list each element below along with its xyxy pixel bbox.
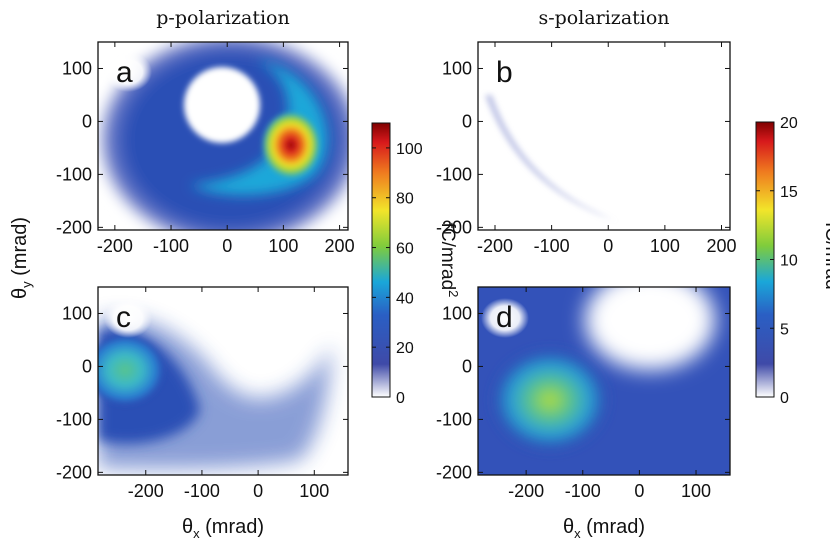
colorbar-tick-label: 20 [780,115,798,132]
x-tick-label: -200 [97,236,133,256]
y-tick-label: -100 [436,164,472,184]
x-tick-label: -100 [534,236,570,256]
x-tick-label: -200 [128,481,164,501]
colorbar-tick-label: 60 [396,241,414,258]
x-tick-label: -200 [508,481,544,501]
y-tick-label: -200 [436,217,472,237]
y-tick-label: -200 [56,217,92,237]
colorbar-tick-label: 10 [780,253,798,270]
y-tick-label: -200 [436,462,472,482]
colorbar-tick-label: 0 [396,390,405,407]
y-tick-label: -100 [56,164,92,184]
colorbar-label: fC/mrad2 [821,222,830,297]
y-axis-label: θy (mrad) [9,217,34,299]
heatmap-c [98,287,348,475]
colorbar-tick-label: 20 [396,340,414,357]
y-tick-label: -100 [56,409,92,429]
y-tick-label: 100 [62,58,92,78]
axes-frame-a [97,41,349,231]
x-axis-label: θx (mrad) [182,516,264,541]
axes-frame-d [477,286,731,476]
heatmap-a [98,42,348,230]
axes-frame-c [97,286,349,476]
x-tick-label: 100 [268,236,298,256]
axes-frame-b [477,41,731,231]
colorbar-tick-label: 5 [780,321,789,338]
colorbar-1 [371,122,391,398]
panel-title: s-polarization [538,7,669,29]
colorbar-tick-label: 80 [396,191,414,208]
x-tick-label: -200 [477,236,513,256]
y-tick-label: 100 [442,303,472,323]
y-tick-label: -100 [436,409,472,429]
panel-title: p-polarization [156,7,289,29]
x-tick-label: 100 [681,481,711,501]
panel-label: c [116,301,131,334]
x-axis-label: θx (mrad) [563,516,645,541]
y-tick-label: 0 [462,356,472,376]
y-tick-label: 100 [442,58,472,78]
x-tick-label: -100 [565,481,601,501]
y-tick-label: 0 [82,111,92,131]
colorbar-label: fC/mrad2 [437,223,461,298]
y-tick-label: 100 [62,303,92,323]
x-tick-label: -100 [184,481,220,501]
y-tick-label: 0 [82,356,92,376]
panel-label: b [496,56,513,89]
panel-label: a [116,56,133,89]
colorbar-tick-label: 0 [780,390,789,407]
x-tick-label: 100 [650,236,680,256]
y-tick-label: -200 [56,462,92,482]
x-tick-label: 0 [222,236,232,256]
x-tick-label: 0 [634,481,644,501]
colorbar-tick-label: 40 [396,290,414,307]
x-tick-label: 200 [325,236,355,256]
x-tick-label: 0 [253,481,263,501]
x-tick-label: 200 [706,236,736,256]
x-tick-label: 100 [299,481,329,501]
heatmap-b [478,42,730,230]
y-tick-label: 0 [462,111,472,131]
panel-label: d [496,301,513,334]
x-tick-label: 0 [603,236,613,256]
colorbar-tick-label: 15 [780,184,798,201]
colorbar-tick-label: 100 [396,141,423,158]
x-tick-label: -100 [153,236,189,256]
heatmap-d [478,287,730,475]
